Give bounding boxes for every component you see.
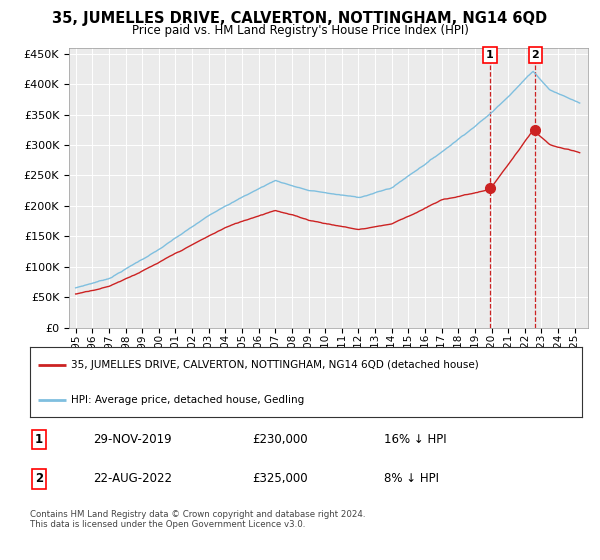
Text: 2: 2 — [532, 50, 539, 60]
Text: Contains HM Land Registry data © Crown copyright and database right 2024.
This d: Contains HM Land Registry data © Crown c… — [30, 510, 365, 529]
Text: 2: 2 — [35, 472, 43, 486]
Text: 8% ↓ HPI: 8% ↓ HPI — [384, 472, 439, 486]
Text: 16% ↓ HPI: 16% ↓ HPI — [384, 433, 446, 446]
Text: £325,000: £325,000 — [252, 472, 308, 486]
Text: HPI: Average price, detached house, Gedling: HPI: Average price, detached house, Gedl… — [71, 395, 305, 405]
Text: Price paid vs. HM Land Registry's House Price Index (HPI): Price paid vs. HM Land Registry's House … — [131, 24, 469, 36]
Text: 29-NOV-2019: 29-NOV-2019 — [93, 433, 172, 446]
Text: 22-AUG-2022: 22-AUG-2022 — [93, 472, 172, 486]
Text: £230,000: £230,000 — [252, 433, 308, 446]
Text: 1: 1 — [486, 50, 494, 60]
Text: 1: 1 — [35, 433, 43, 446]
Text: 35, JUMELLES DRIVE, CALVERTON, NOTTINGHAM, NG14 6QD (detached house): 35, JUMELLES DRIVE, CALVERTON, NOTTINGHA… — [71, 360, 479, 370]
Text: 35, JUMELLES DRIVE, CALVERTON, NOTTINGHAM, NG14 6QD: 35, JUMELLES DRIVE, CALVERTON, NOTTINGHA… — [52, 11, 548, 26]
